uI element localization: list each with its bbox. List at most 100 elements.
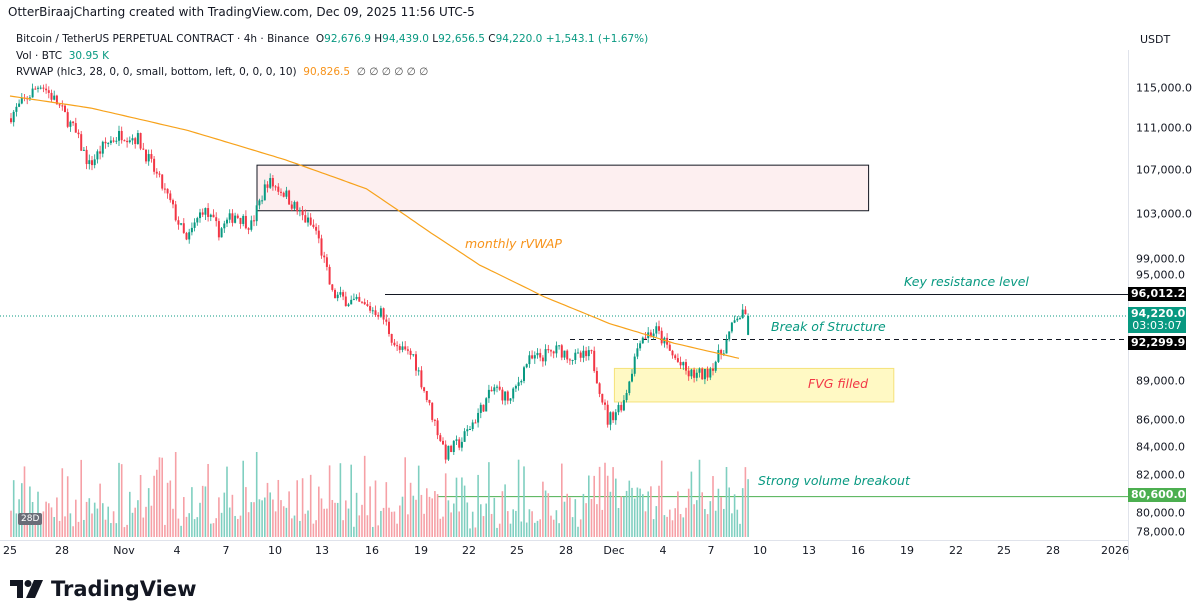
candle-body	[393, 342, 396, 346]
candle-body	[385, 319, 388, 322]
volume-bar	[642, 494, 644, 537]
candle-body	[428, 399, 431, 403]
volume-bar	[385, 482, 388, 537]
candle-body	[177, 220, 180, 225]
candle-body	[582, 350, 585, 358]
candle-body	[109, 140, 112, 144]
candle-body	[544, 349, 547, 362]
candle-body	[458, 439, 461, 448]
volume-bar	[150, 505, 153, 537]
candle-body	[547, 349, 550, 351]
volume-bar	[612, 467, 614, 537]
volume-bar	[466, 502, 469, 537]
volume-bar	[164, 524, 166, 537]
volume-bar	[323, 508, 325, 537]
volume-bar	[563, 501, 566, 537]
candle-body	[452, 440, 455, 452]
volume-bar	[120, 464, 123, 537]
candle-body	[172, 200, 174, 205]
volume-bar	[561, 463, 563, 537]
candle-body	[53, 95, 56, 100]
rvwap-label: RVWAP (hlc3, 28, 0, 0, small, bottom, le…	[16, 66, 297, 78]
time-tick-label: 7	[222, 544, 230, 557]
candle-body	[523, 367, 525, 381]
candle-body	[236, 215, 239, 218]
volume-bar	[83, 519, 85, 537]
candle-body	[139, 133, 142, 149]
candle-body	[374, 310, 377, 315]
volume-bar	[29, 486, 31, 537]
candle-body	[255, 205, 258, 222]
volume-bar	[328, 465, 331, 537]
annotation-resistance: Key resistance level	[904, 274, 1029, 289]
candle-body	[112, 140, 115, 142]
candle-body	[239, 217, 242, 224]
candle-body	[450, 445, 453, 452]
candle-body	[358, 296, 361, 302]
price-chart[interactable]	[0, 0, 1200, 570]
candle-body	[625, 393, 628, 401]
candle-body	[166, 188, 169, 194]
candle-body	[344, 296, 347, 307]
volume-bar	[477, 474, 479, 537]
volume-bar	[520, 521, 523, 537]
volume-bar	[693, 504, 695, 537]
volume-bar	[177, 518, 180, 537]
volume-bar	[531, 511, 533, 537]
candle-body	[253, 220, 255, 222]
time-tick-label: 16	[851, 544, 865, 557]
candle-body	[288, 190, 291, 205]
volume-bar	[304, 513, 307, 537]
volume-bar	[218, 497, 220, 537]
candle-body	[69, 121, 72, 127]
candle-body	[614, 412, 617, 421]
volume-bar	[85, 501, 88, 537]
volume-bar	[201, 485, 204, 537]
volume-label: Vol · BTC	[16, 49, 63, 62]
volume-bar	[369, 486, 371, 537]
range-badge[interactable]: 28D	[18, 513, 43, 525]
volume-bar	[444, 473, 447, 537]
candle-body	[72, 121, 75, 124]
candle-body	[155, 171, 158, 174]
volume-bar	[690, 471, 693, 537]
volume-bar	[525, 522, 528, 537]
symbol-row[interactable]: Bitcoin / TetherUS PERPETUAL CONTRACT · …	[16, 31, 648, 48]
candle-body	[196, 218, 199, 223]
change-value: +1,543.1 (+1.67%)	[545, 33, 649, 45]
volume-bar	[253, 502, 255, 537]
time-tick-label: 10	[268, 544, 282, 557]
currency-label[interactable]: USDT	[1140, 33, 1171, 46]
candle-body	[331, 284, 334, 290]
volume-bar	[326, 508, 328, 537]
volume-bar	[296, 480, 298, 537]
candle-body	[282, 192, 285, 197]
volume-bar	[447, 500, 450, 537]
volume-bar	[226, 466, 228, 537]
candles	[10, 83, 750, 464]
rvwap-row[interactable]: RVWAP (hlc3, 28, 0, 0, small, bottom, le…	[16, 64, 648, 81]
candle-body	[290, 204, 293, 209]
volume-bars	[10, 452, 749, 537]
volume-bar	[147, 488, 150, 537]
candle-body	[234, 215, 237, 223]
volume-row[interactable]: Vol · BTC 30.95 K	[16, 48, 648, 65]
candle-body	[641, 337, 644, 344]
volume-bar	[555, 510, 558, 537]
candle-body	[147, 154, 150, 162]
candle-body	[188, 232, 191, 240]
volume-bar	[509, 523, 512, 537]
candle-body	[47, 90, 50, 93]
symbol-title[interactable]: Bitcoin / TetherUS PERPETUAL CONTRACT · …	[16, 33, 310, 45]
candle-body	[431, 402, 434, 420]
candle-body	[163, 188, 166, 190]
tradingview-logo[interactable]: TradingView	[10, 577, 196, 601]
candle-body	[123, 140, 126, 142]
price-tick-label: 89,000.0	[1136, 374, 1185, 388]
candle-body	[212, 214, 215, 218]
volume-bar	[374, 480, 377, 537]
volume-bar	[261, 500, 263, 537]
volume-bar	[183, 497, 185, 537]
tradingview-logo-icon	[10, 580, 43, 598]
candle-body	[412, 354, 415, 356]
